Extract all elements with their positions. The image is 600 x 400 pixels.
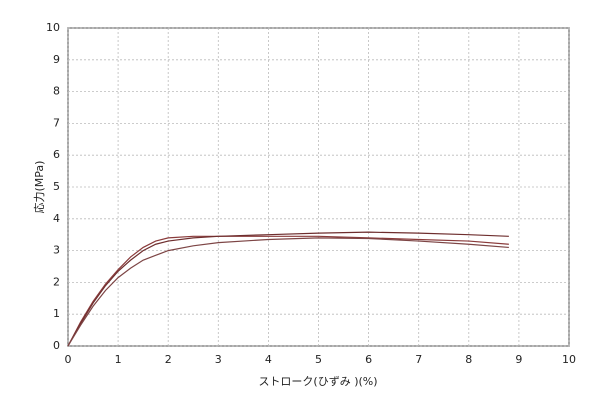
x-tick-label: 10 xyxy=(562,353,576,366)
x-tick-label: 4 xyxy=(265,353,272,366)
x-tick-label: 0 xyxy=(65,353,72,366)
y-tick-label: 1 xyxy=(53,307,60,320)
y-tick-label: 8 xyxy=(53,85,60,98)
data-line xyxy=(67,237,509,347)
y-tick-label: 2 xyxy=(53,275,60,288)
x-tick-label: 1 xyxy=(115,353,122,366)
y-tick-label: 7 xyxy=(53,116,60,129)
y-tick-label: 3 xyxy=(53,244,60,257)
x-tick-label: 9 xyxy=(515,353,522,366)
y-tick-label: 0 xyxy=(53,339,60,352)
x-tick-label: 7 xyxy=(415,353,422,366)
y-tick-label: 9 xyxy=(53,53,60,66)
x-axis-label: ストローク(ひずみ )(%) xyxy=(258,375,377,388)
x-tick-label: 3 xyxy=(215,353,222,366)
x-tick-label: 5 xyxy=(315,353,322,366)
y-tick-label: 5 xyxy=(53,180,60,193)
data-line xyxy=(67,231,509,347)
y-tick-label: 4 xyxy=(53,212,60,225)
x-tick-label: 8 xyxy=(465,353,472,366)
data-line xyxy=(67,235,509,347)
y-tick-label: 6 xyxy=(53,148,60,161)
y-axis-label: 応力(MPa) xyxy=(32,161,46,214)
x-tick-label: 2 xyxy=(165,353,172,366)
y-tick-label: 10 xyxy=(46,21,60,34)
x-tick-label: 6 xyxy=(365,353,372,366)
